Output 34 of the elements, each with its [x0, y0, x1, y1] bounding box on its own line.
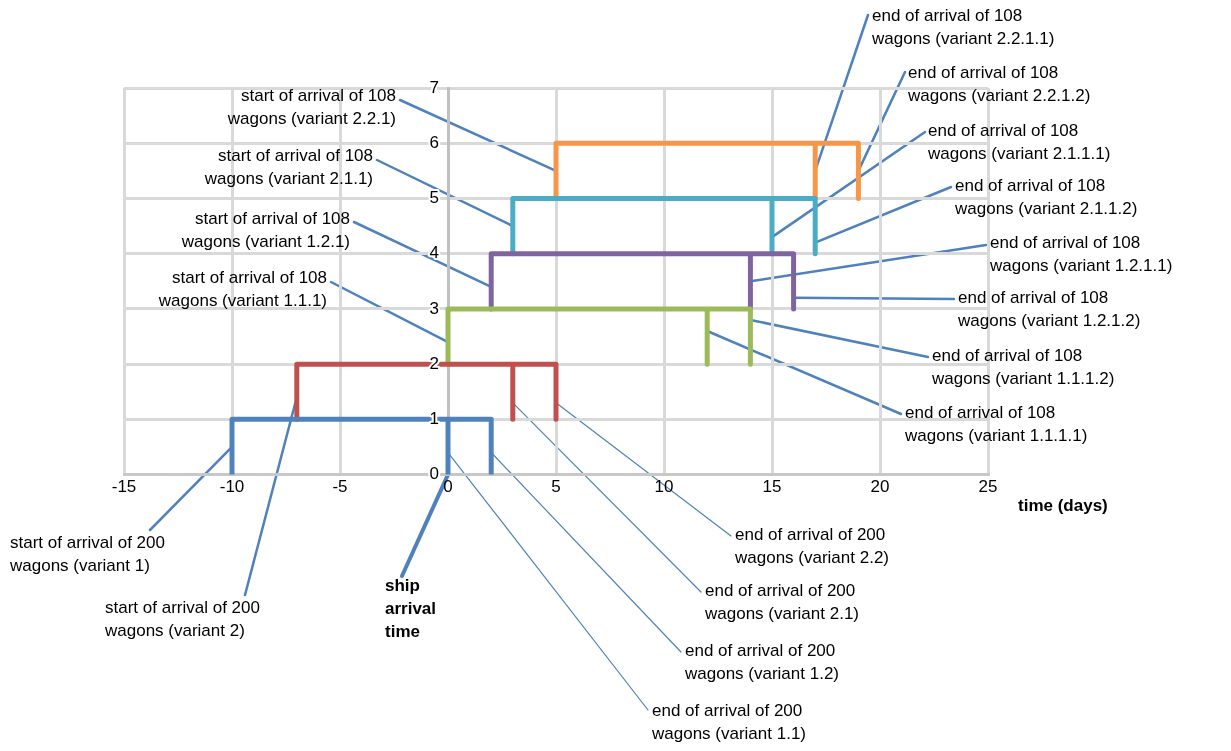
annotation: start of arrival of 200 wagons (variant 2) — [104, 598, 260, 641]
x-tick-label: 20 — [870, 477, 890, 497]
annotation: start of arrival of 108 wagons (variant 1.1.1) — [157, 268, 327, 311]
y-tick-label: 3 — [429, 298, 439, 318]
annotation: start of arrival of 200 wagons (variant 1) — [9, 533, 165, 576]
annotation: end of arrival of 108 wagons (variant 2.1.1.1) — [927, 121, 1111, 164]
x-tick-label: -10 — [219, 477, 245, 497]
annotation: ship arrival time — [385, 576, 437, 642]
annotation: start of arrival of 108 wagons (variant 2.2.1) — [226, 86, 396, 129]
annotation: end of arrival of 108 wagons (variant 1.2.1.2) — [957, 288, 1141, 331]
annotation: start of arrival of 108 wagons (variant 2.1.1) — [203, 146, 373, 189]
annotation: end of arrival of 200 wagons (variant 2.1) — [704, 581, 860, 624]
x-tick-label: 25 — [978, 477, 998, 497]
annotation: end of arrival of 108 wagons (variant 1.1.1.2) — [931, 346, 1115, 389]
y-tick-label: 6 — [429, 132, 439, 152]
annotation: start of arrival of 108 wagons (variant 1.2.1) — [180, 209, 350, 252]
y-tick-label: 4 — [429, 243, 439, 263]
annotation: end of arrival of 108 wagons (variant 2.2.1.1) — [871, 6, 1055, 49]
x-tick-label: 0 — [443, 477, 453, 497]
annotation: end of arrival of 108 wagons (variant 2.1.1.2) — [954, 176, 1138, 219]
annotation: end of arrival of 200 wagons (variant 2.2) — [734, 525, 890, 568]
annotation: end of arrival of 108 wagons (variant 1.1.1.1) — [904, 403, 1088, 446]
annotation: end of arrival of 108 wagons (variant 1.2.1.1) — [989, 233, 1173, 276]
annotation: end of arrival of 200 wagons (variant 1.1) — [651, 701, 807, 744]
y-tick-label: 7 — [429, 77, 439, 97]
x-tick-label: -15 — [111, 477, 137, 497]
annotation: end of arrival of 200 wagons (variant 1.2) — [684, 641, 840, 684]
y-tick-label: 5 — [429, 188, 439, 208]
x-tick-label: 5 — [551, 477, 561, 497]
y-tick-label: 0 — [429, 464, 439, 484]
x-axis-title: time (days) — [1018, 496, 1108, 516]
x-tick-label: 15 — [762, 477, 782, 497]
annotation: end of arrival of 108 wagons (variant 2.2.1.2) — [907, 63, 1091, 106]
x-tick-label: -5 — [332, 477, 348, 497]
